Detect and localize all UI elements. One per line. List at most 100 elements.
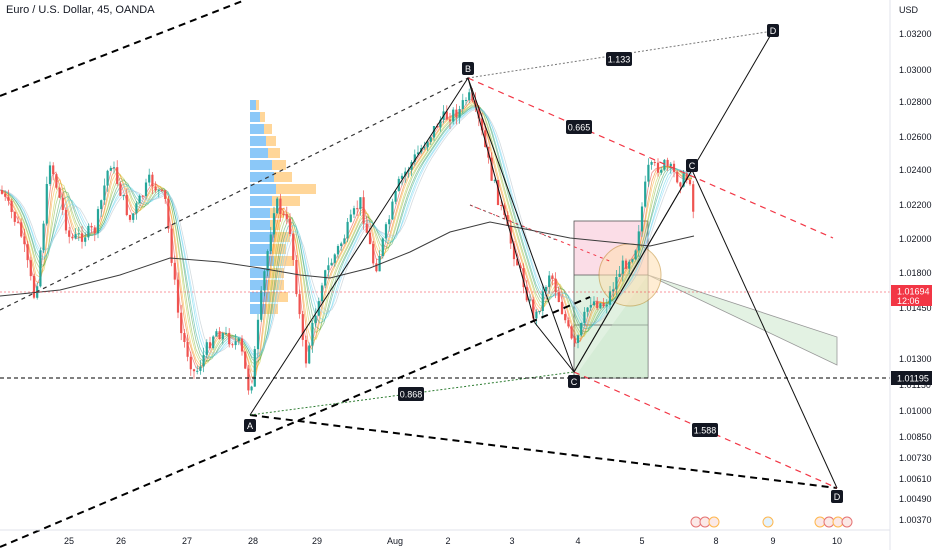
candle-body [292,234,295,260]
svg-text:1.133: 1.133 [608,55,631,65]
candle-body [125,194,128,215]
y-tick-label: 1.03200 [899,29,932,39]
candle-body [196,370,199,372]
candle-body [637,231,640,251]
candle-body [557,292,560,302]
candle-body [496,180,500,205]
y-tick-label: 1.00730 [899,453,932,463]
a-to-d-dashed-line [249,414,838,489]
candle-body [144,182,148,197]
candle-body [663,159,666,170]
candle-body [231,344,234,346]
candle-body [426,141,429,148]
candle-body [576,335,580,343]
point-labels: A B C D C D [244,24,843,503]
candle-body [308,345,311,364]
candle-body [141,195,144,197]
candle-body [669,163,672,167]
svg-text:12:06: 12:06 [897,296,920,306]
candle-body [599,303,602,309]
candle-body [285,214,288,219]
candle-body [4,193,7,197]
candle-body [0,190,4,194]
candle-body [452,109,455,122]
candle-body [276,198,279,214]
volume-bar-down [268,148,280,158]
candle-body [682,173,685,187]
candle-body [538,311,541,312]
candle-body [32,276,36,298]
candle-body [160,189,164,191]
candle-body [596,301,599,309]
candle-body [570,326,573,339]
volume-bar-up [250,172,274,182]
candle-body [381,238,384,256]
candle-body [474,100,477,108]
candle-body [212,336,215,349]
candle-body [448,119,452,122]
ratio-ac: 0.868 [398,387,424,401]
candle-body [634,250,637,260]
b-to-d-dotted-line [467,30,774,79]
candle-body [644,181,647,207]
dashed-red-pre [469,204,613,263]
candle-body [192,369,196,372]
candle-body [468,92,471,100]
candle-body [688,180,692,185]
volume-bar-down [260,112,265,122]
y-tick-label: 1.01800 [899,268,932,278]
candle-body [77,233,80,235]
candle-body [592,301,596,306]
candle-body [109,167,112,171]
candle-body [260,290,263,320]
y-tick-label: 1.02800 [899,97,932,107]
candle-body [522,268,525,288]
candle-body [628,261,631,269]
candle-body [247,368,250,391]
svg-text:A: A [247,421,253,431]
candle-body [164,190,167,199]
candle-body [464,100,468,101]
volume-bar-down [268,280,284,290]
candle-body [413,154,416,163]
candle-body [356,208,359,210]
event-flags[interactable] [690,516,853,528]
candle-body [336,246,340,255]
candle-body [375,263,378,272]
volume-bar-up [250,220,270,230]
candle-body [477,107,480,119]
volume-bar-down [264,124,272,134]
volume-bar-down [272,244,286,254]
candle-body [20,222,23,237]
moving-average-line [0,221,695,297]
candle-body [343,238,346,244]
volume-bar-up [250,232,274,242]
candle-body [228,332,231,345]
candle-body [551,275,554,279]
candle-body [208,342,212,349]
x-tick-label: 3 [509,536,514,546]
x-tick-label: 5 [639,536,644,546]
candle-body [103,185,106,201]
candle-body [445,111,448,120]
candle-body [567,320,570,327]
candle-body [327,265,330,271]
candle-body [263,271,266,291]
volume-bar-up [250,244,272,254]
c-to-d-line [691,169,838,489]
candle-body [10,200,13,212]
candle-body [602,303,605,307]
volume-bar-up [250,148,268,158]
volume-bar-down [266,136,276,146]
price-axis[interactable]: USD 1.03200 1.03000 1.02800 1.02600 1.02400 1… [889,0,932,550]
candle-body [61,197,64,210]
candle-body [554,278,557,293]
point-b-label: B [462,62,474,75]
x-tick-label: 27 [182,536,192,546]
candle-body [352,208,356,215]
time-axis[interactable]: 25 26 27 28 29 Aug 2 3 4 5 8 9 10 [0,529,890,546]
y-tick-label: 1.00610 [899,474,932,484]
candle-body [404,171,407,176]
candle-body [685,173,688,180]
